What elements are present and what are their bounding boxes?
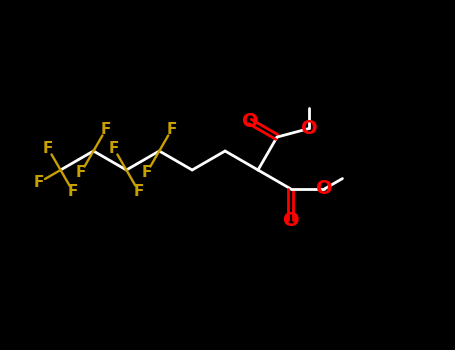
Text: F: F [34,175,44,190]
Text: F: F [142,165,152,180]
Text: F: F [167,122,177,137]
Text: F: F [68,184,78,199]
Text: F: F [43,141,53,156]
Text: F: F [134,184,144,199]
Text: O: O [283,211,299,230]
Text: O: O [316,180,333,198]
Text: O: O [301,119,318,138]
Text: F: F [76,165,86,180]
Text: F: F [101,122,111,137]
Text: O: O [242,112,258,131]
Text: F: F [109,141,119,156]
